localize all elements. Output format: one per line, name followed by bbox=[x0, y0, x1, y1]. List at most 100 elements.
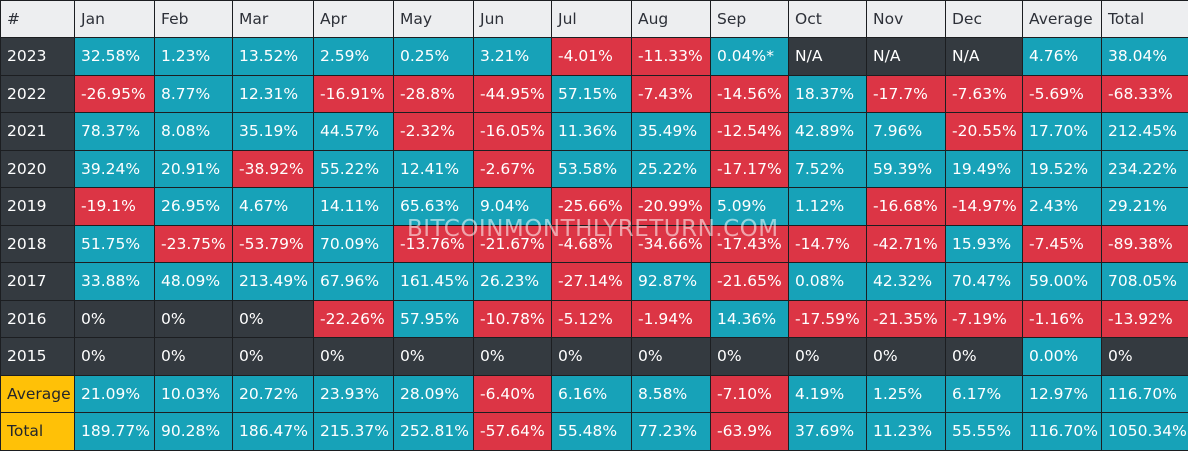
column-header-aug[interactable]: Aug bbox=[632, 1, 711, 38]
return-cell: 1.23% bbox=[155, 38, 233, 76]
return-cell: 23.93% bbox=[314, 375, 394, 413]
return-cell: -2.32% bbox=[394, 113, 474, 151]
column-header-average[interactable]: Average bbox=[1023, 1, 1102, 38]
row-label: Total bbox=[1, 413, 75, 451]
return-cell: -5.69% bbox=[1023, 75, 1102, 113]
row-label: 2020 bbox=[1, 150, 75, 188]
column-header-jun[interactable]: Jun bbox=[474, 1, 552, 38]
return-cell: 44.57% bbox=[314, 113, 394, 151]
return-cell: 14.11% bbox=[314, 188, 394, 226]
return-cell: -11.33% bbox=[632, 38, 711, 76]
year-row-2019: 2019-19.1%26.95%4.67%14.11%65.63%9.04%-2… bbox=[1, 188, 1188, 226]
return-cell: 28.09% bbox=[394, 375, 474, 413]
return-cell: 4.19% bbox=[789, 375, 867, 413]
return-cell: 65.63% bbox=[394, 188, 474, 226]
return-cell: -7.63% bbox=[946, 75, 1023, 113]
return-cell: 0.25% bbox=[394, 38, 474, 76]
column-header-sep[interactable]: Sep bbox=[711, 1, 789, 38]
return-cell: 0% bbox=[789, 338, 867, 376]
column-header-dec[interactable]: Dec bbox=[946, 1, 1023, 38]
return-cell: 0% bbox=[474, 338, 552, 376]
return-cell: 51.75% bbox=[75, 225, 155, 263]
column-header-apr[interactable]: Apr bbox=[314, 1, 394, 38]
return-cell: 42.32% bbox=[867, 263, 946, 301]
return-cell: -53.79% bbox=[233, 225, 314, 263]
return-cell: -89.38% bbox=[1102, 225, 1188, 263]
return-cell: -68.33% bbox=[1102, 75, 1188, 113]
return-cell: 215.37% bbox=[314, 413, 394, 451]
return-cell: 0% bbox=[394, 338, 474, 376]
return-cell: 0% bbox=[75, 300, 155, 338]
return-cell: -23.75% bbox=[155, 225, 233, 263]
return-cell: -10.78% bbox=[474, 300, 552, 338]
return-cell: -4.01% bbox=[552, 38, 632, 76]
return-cell: 37.69% bbox=[789, 413, 867, 451]
return-cell: 213.49% bbox=[233, 263, 314, 301]
return-cell: 11.23% bbox=[867, 413, 946, 451]
return-cell: 0% bbox=[233, 338, 314, 376]
return-cell: -44.95% bbox=[474, 75, 552, 113]
row-label: 2018 bbox=[1, 225, 75, 263]
year-row-2022: 2022-26.95%8.77%12.31%-16.91%-28.8%-44.9… bbox=[1, 75, 1188, 113]
return-cell: 0% bbox=[155, 338, 233, 376]
column-header-jan[interactable]: Jan bbox=[75, 1, 155, 38]
return-cell: 67.96% bbox=[314, 263, 394, 301]
return-cell: 57.95% bbox=[394, 300, 474, 338]
return-cell: 39.24% bbox=[75, 150, 155, 188]
return-cell: -16.05% bbox=[474, 113, 552, 151]
return-cell: 234.22% bbox=[1102, 150, 1188, 188]
return-cell: 20.72% bbox=[233, 375, 314, 413]
return-cell: 15.93% bbox=[946, 225, 1023, 263]
return-cell: 59.00% bbox=[1023, 263, 1102, 301]
return-cell: -20.55% bbox=[946, 113, 1023, 151]
return-cell: 0% bbox=[946, 338, 1023, 376]
return-cell: 116.70% bbox=[1023, 413, 1102, 451]
return-cell: 26.95% bbox=[155, 188, 233, 226]
return-cell: 0% bbox=[711, 338, 789, 376]
return-cell: 2.43% bbox=[1023, 188, 1102, 226]
column-header-total[interactable]: Total bbox=[1102, 1, 1188, 38]
return-cell: 12.41% bbox=[394, 150, 474, 188]
column-header-mar[interactable]: Mar bbox=[233, 1, 314, 38]
return-cell: 59.39% bbox=[867, 150, 946, 188]
return-cell: -20.99% bbox=[632, 188, 711, 226]
return-cell: -7.45% bbox=[1023, 225, 1102, 263]
column-header-nov[interactable]: Nov bbox=[867, 1, 946, 38]
return-cell: 10.03% bbox=[155, 375, 233, 413]
return-cell: -14.97% bbox=[946, 188, 1023, 226]
return-cell: -21.35% bbox=[867, 300, 946, 338]
return-cell: 8.08% bbox=[155, 113, 233, 151]
column-header-hash[interactable]: # bbox=[1, 1, 75, 38]
row-label: 2019 bbox=[1, 188, 75, 226]
column-header-may[interactable]: May bbox=[394, 1, 474, 38]
column-header-oct[interactable]: Oct bbox=[789, 1, 867, 38]
return-cell: -34.66% bbox=[632, 225, 711, 263]
return-cell: 1.12% bbox=[789, 188, 867, 226]
row-label: 2017 bbox=[1, 263, 75, 301]
return-cell: 29.21% bbox=[1102, 188, 1188, 226]
return-cell: -17.43% bbox=[711, 225, 789, 263]
return-cell: 708.05% bbox=[1102, 263, 1188, 301]
column-header-feb[interactable]: Feb bbox=[155, 1, 233, 38]
return-cell: 5.09% bbox=[711, 188, 789, 226]
return-cell: 42.89% bbox=[789, 113, 867, 151]
return-cell: 0% bbox=[233, 300, 314, 338]
return-cell: 0% bbox=[75, 338, 155, 376]
return-cell: 252.81% bbox=[394, 413, 474, 451]
return-cell: 13.52% bbox=[233, 38, 314, 76]
return-cell: -28.8% bbox=[394, 75, 474, 113]
column-header-jul[interactable]: Jul bbox=[552, 1, 632, 38]
return-cell: -14.7% bbox=[789, 225, 867, 263]
return-cell: -19.1% bbox=[75, 188, 155, 226]
return-cell: 70.09% bbox=[314, 225, 394, 263]
return-cell: -4.68% bbox=[552, 225, 632, 263]
return-cell: 7.96% bbox=[867, 113, 946, 151]
return-cell: 35.49% bbox=[632, 113, 711, 151]
return-cell: 17.70% bbox=[1023, 113, 1102, 151]
